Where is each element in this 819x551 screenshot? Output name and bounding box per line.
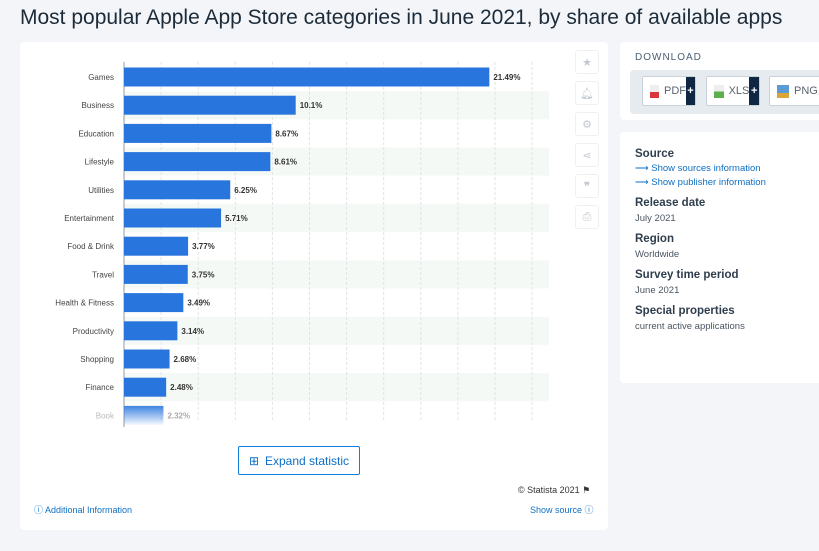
cite-button[interactable]: ❞ — [575, 174, 599, 198]
plus-icon[interactable]: + — [686, 77, 695, 105]
bar[interactable] — [124, 405, 164, 425]
download-pdf-button[interactable]: PDF + — [642, 76, 696, 106]
data-label: 21.49% — [493, 73, 520, 82]
bar[interactable] — [124, 95, 296, 115]
category-label: Business — [82, 101, 114, 110]
png-icon — [777, 84, 789, 98]
copyright: © Statista 2021 ⚑ — [518, 485, 590, 496]
data-label: 2.48% — [170, 383, 193, 392]
data-label: 6.25% — [234, 186, 257, 195]
data-label: 3.14% — [181, 327, 204, 336]
data-label: 8.67% — [275, 129, 298, 138]
data-label: 2.32% — [167, 411, 190, 420]
png-label: PNG — [794, 85, 818, 97]
category-label: Finance — [86, 383, 115, 392]
xls-icon — [714, 84, 724, 98]
additional-info-label: Additional Information — [45, 505, 133, 515]
settings-button[interactable]: ⚙ — [575, 112, 599, 136]
row-band — [124, 316, 549, 345]
bar[interactable] — [124, 152, 271, 172]
bar[interactable] — [124, 377, 167, 397]
gear-icon: ⚙ — [582, 118, 592, 131]
data-label: 3.75% — [192, 270, 215, 279]
expand-statistic-button[interactable]: ⊞ Expand statistic — [238, 446, 360, 475]
show-source-link[interactable]: Show source ⓘ — [530, 505, 594, 515]
row-band — [124, 373, 549, 402]
category-label: Entertainment — [64, 214, 115, 223]
print-button[interactable]: ⎙ — [575, 205, 599, 229]
region-value: Worldwide — [635, 249, 680, 260]
download-png-button[interactable]: PNG+ — [769, 76, 819, 106]
notify-button[interactable]: 🔔︎ — [575, 81, 599, 105]
bar[interactable] — [124, 264, 188, 284]
category-label: Shopping — [80, 355, 114, 364]
data-label: 3.77% — [192, 242, 215, 251]
data-label: 8.61% — [274, 158, 297, 167]
bell-icon: 🔔︎ — [580, 87, 594, 100]
print-icon: ⎙ — [582, 210, 592, 223]
release-value: July 2021 — [635, 213, 676, 224]
bar[interactable] — [124, 180, 231, 200]
share-icon: ⋖ — [582, 149, 592, 162]
category-label: Utilities — [88, 186, 114, 195]
bar[interactable] — [124, 236, 189, 256]
category-label: Book — [96, 411, 115, 420]
category-label: Lifestyle — [85, 158, 115, 167]
data-label: 2.68% — [174, 355, 197, 364]
bar[interactable] — [124, 349, 170, 369]
bar[interactable] — [124, 293, 184, 313]
pdf-label: PDF — [664, 85, 686, 97]
source-label: Source — [635, 148, 674, 160]
bar[interactable] — [124, 208, 222, 228]
plus-icon[interactable]: + — [749, 77, 759, 105]
xls-label: XLS — [728, 85, 750, 97]
info-panel: Source ⟶ Show sources information ⟶ Show… — [620, 132, 819, 383]
bar[interactable] — [124, 67, 490, 87]
special-value: current active applications — [635, 321, 745, 332]
region-label: Region — [635, 233, 674, 245]
row-band — [124, 260, 549, 289]
category-label: Productivity — [73, 327, 114, 336]
period-value: June 2021 — [635, 285, 680, 296]
bar-chart: Games 21.49% Business 10.1% Education 8.67% Li… — [55, 62, 549, 427]
flag-icon[interactable]: ⚑ — [582, 485, 591, 495]
download-panel: DOWNLOAD PDF+ XLS+ PNG+ — [620, 42, 819, 120]
pdf-icon — [650, 84, 659, 98]
chart-card: Games 21.49% Business 10.1% Education 8.67% Li… — [20, 42, 608, 530]
category-label: Games — [88, 73, 114, 82]
show-source-label: Show source — [530, 505, 583, 515]
release-label: Release date — [635, 197, 706, 209]
sources-link-text: Show sources information — [651, 163, 761, 174]
share-button[interactable]: ⋖ — [575, 143, 599, 167]
bar[interactable] — [124, 123, 272, 143]
copyright-text: © Statista 2021 — [518, 485, 580, 495]
data-label: 5.71% — [225, 214, 248, 223]
page-title: Most popular Apple App Store categories … — [20, 6, 783, 29]
period-label: Survey time period — [635, 269, 739, 281]
data-label: 10.1% — [300, 101, 323, 110]
show-publisher-link[interactable]: ⟶ Show publisher information — [635, 177, 766, 188]
quote-icon: ❞ — [584, 180, 590, 193]
bar[interactable] — [124, 321, 178, 341]
category-label: Food & Drink — [67, 242, 115, 251]
star-icon: ★ — [582, 56, 592, 69]
download-heading: DOWNLOAD — [635, 52, 702, 63]
expand-label: Expand statistic — [265, 453, 350, 468]
special-label: Special properties — [635, 305, 735, 317]
publisher-link-text: Show publisher information — [651, 177, 766, 188]
show-sources-link[interactable]: ⟶ Show sources information — [635, 163, 761, 174]
data-label: 3.49% — [187, 299, 210, 308]
favorite-button[interactable]: ★ — [575, 50, 599, 74]
category-label: Education — [78, 129, 114, 138]
additional-info-link[interactable]: ⓘ Additional Information — [34, 505, 133, 515]
category-label: Health & Fitness — [55, 299, 114, 308]
download-xls-button[interactable]: XLS + — [706, 76, 760, 106]
category-label: Travel — [92, 270, 114, 279]
expand-icon: ⊞ — [248, 453, 259, 468]
